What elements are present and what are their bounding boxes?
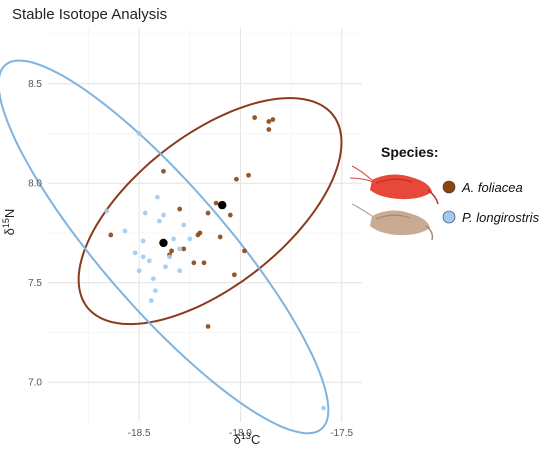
- legend-shrimp-red-image: [349, 165, 439, 205]
- point-p-longirostris: [136, 131, 142, 136]
- ellipses: [0, 59, 343, 435]
- point-a-foliacea: [169, 248, 174, 254]
- point-a-foliacea: [205, 210, 211, 216]
- x-tick-labels: -18.5 -18.0 -17.5: [128, 428, 354, 439]
- point-p-longirostris: [152, 288, 158, 294]
- point-p-longirostris: [150, 276, 156, 282]
- mean-point-p-longirostris: [159, 238, 168, 248]
- point-a-foliacea: [201, 260, 207, 266]
- point-p-longirostris: [171, 236, 177, 242]
- mean-points: [159, 200, 227, 248]
- x-tick-label: -17.5: [330, 428, 353, 439]
- point-a-foliacea: [231, 272, 237, 278]
- point-a-foliacea: [227, 212, 233, 218]
- point-a-foliacea: [246, 172, 251, 178]
- point-a-foliacea: [252, 115, 258, 120]
- point-p-longirostris: [177, 246, 183, 252]
- legend-title: Species:: [381, 144, 439, 160]
- point-a-foliacea: [195, 232, 201, 238]
- y-axis-label-base: δ: [2, 228, 17, 235]
- point-p-longirostris: [321, 405, 326, 411]
- y-axis-label: δ15N: [1, 209, 17, 236]
- point-p-longirostris: [181, 222, 187, 228]
- y-tick-label: 8.5: [28, 79, 42, 90]
- point-a-foliacea: [270, 117, 276, 122]
- point-p-longirostris: [157, 218, 162, 224]
- x-tick-label: -18.5: [128, 428, 151, 439]
- point-p-longirostris: [132, 250, 138, 256]
- point-p-longirostris: [140, 238, 146, 244]
- point-p-longirostris: [122, 228, 128, 234]
- x-tick-label: -18.0: [229, 428, 252, 439]
- legend: Species: A. foliacea P. longirostris: [349, 144, 540, 241]
- point-p-longirostris: [104, 208, 110, 214]
- legend-marker-p-longirostris: [442, 210, 456, 224]
- x-axis-label-base: δ: [234, 432, 241, 447]
- point-a-foliacea: [108, 232, 114, 238]
- y-tick-label: 8.0: [28, 179, 42, 190]
- point-a-foliacea: [266, 127, 272, 132]
- legend-label-p-longirostris: P. longirostris: [462, 210, 540, 225]
- data-points: [104, 115, 326, 411]
- point-a-foliacea: [161, 168, 166, 174]
- point-a-foliacea: [234, 176, 239, 182]
- y-tick-labels: 7.0 7.5 8.0 8.5: [28, 79, 42, 388]
- x-axis-label-tail: C: [251, 432, 260, 447]
- point-p-longirostris: [142, 210, 148, 216]
- point-p-longirostris: [177, 268, 183, 274]
- legend-marker-a-foliacea: [442, 180, 456, 194]
- point-p-longirostris: [146, 258, 152, 264]
- point-p-longirostris: [167, 254, 172, 260]
- y-tick-label: 7.0: [28, 378, 42, 389]
- point-p-longirostris: [148, 298, 154, 304]
- x-axis-label: δ13C: [234, 431, 261, 447]
- point-a-foliacea: [266, 119, 272, 124]
- chart-title: Stable Isotope Analysis: [12, 6, 167, 23]
- ellipse-a-foliacea: [77, 97, 343, 326]
- point-p-longirostris: [140, 254, 146, 260]
- y-tick-label: 7.5: [28, 278, 42, 289]
- point-a-foliacea: [177, 206, 183, 212]
- grid-lines: [48, 28, 362, 422]
- point-p-longirostris: [163, 264, 168, 270]
- point-a-foliacea: [205, 324, 211, 329]
- y-axis-label-tail: N: [2, 209, 17, 218]
- point-a-foliacea: [213, 200, 219, 206]
- point-a-foliacea: [242, 248, 247, 254]
- point-p-longirostris: [187, 236, 193, 242]
- point-a-foliacea: [217, 234, 223, 240]
- point-p-longirostris: [136, 268, 142, 274]
- legend-shrimp-grey-image: [351, 203, 434, 241]
- point-p-longirostris: [161, 212, 166, 218]
- y-axis-label-sup: 15: [1, 218, 11, 228]
- x-axis-label-sup: 13: [241, 431, 251, 441]
- ellipse-p-longirostris: [0, 59, 330, 435]
- point-p-longirostris: [154, 194, 160, 200]
- point-a-foliacea: [181, 246, 187, 252]
- point-a-foliacea: [191, 260, 197, 266]
- mean-point-a-foliacea: [218, 200, 227, 210]
- legend-label-a-foliacea: A. foliacea: [461, 180, 523, 195]
